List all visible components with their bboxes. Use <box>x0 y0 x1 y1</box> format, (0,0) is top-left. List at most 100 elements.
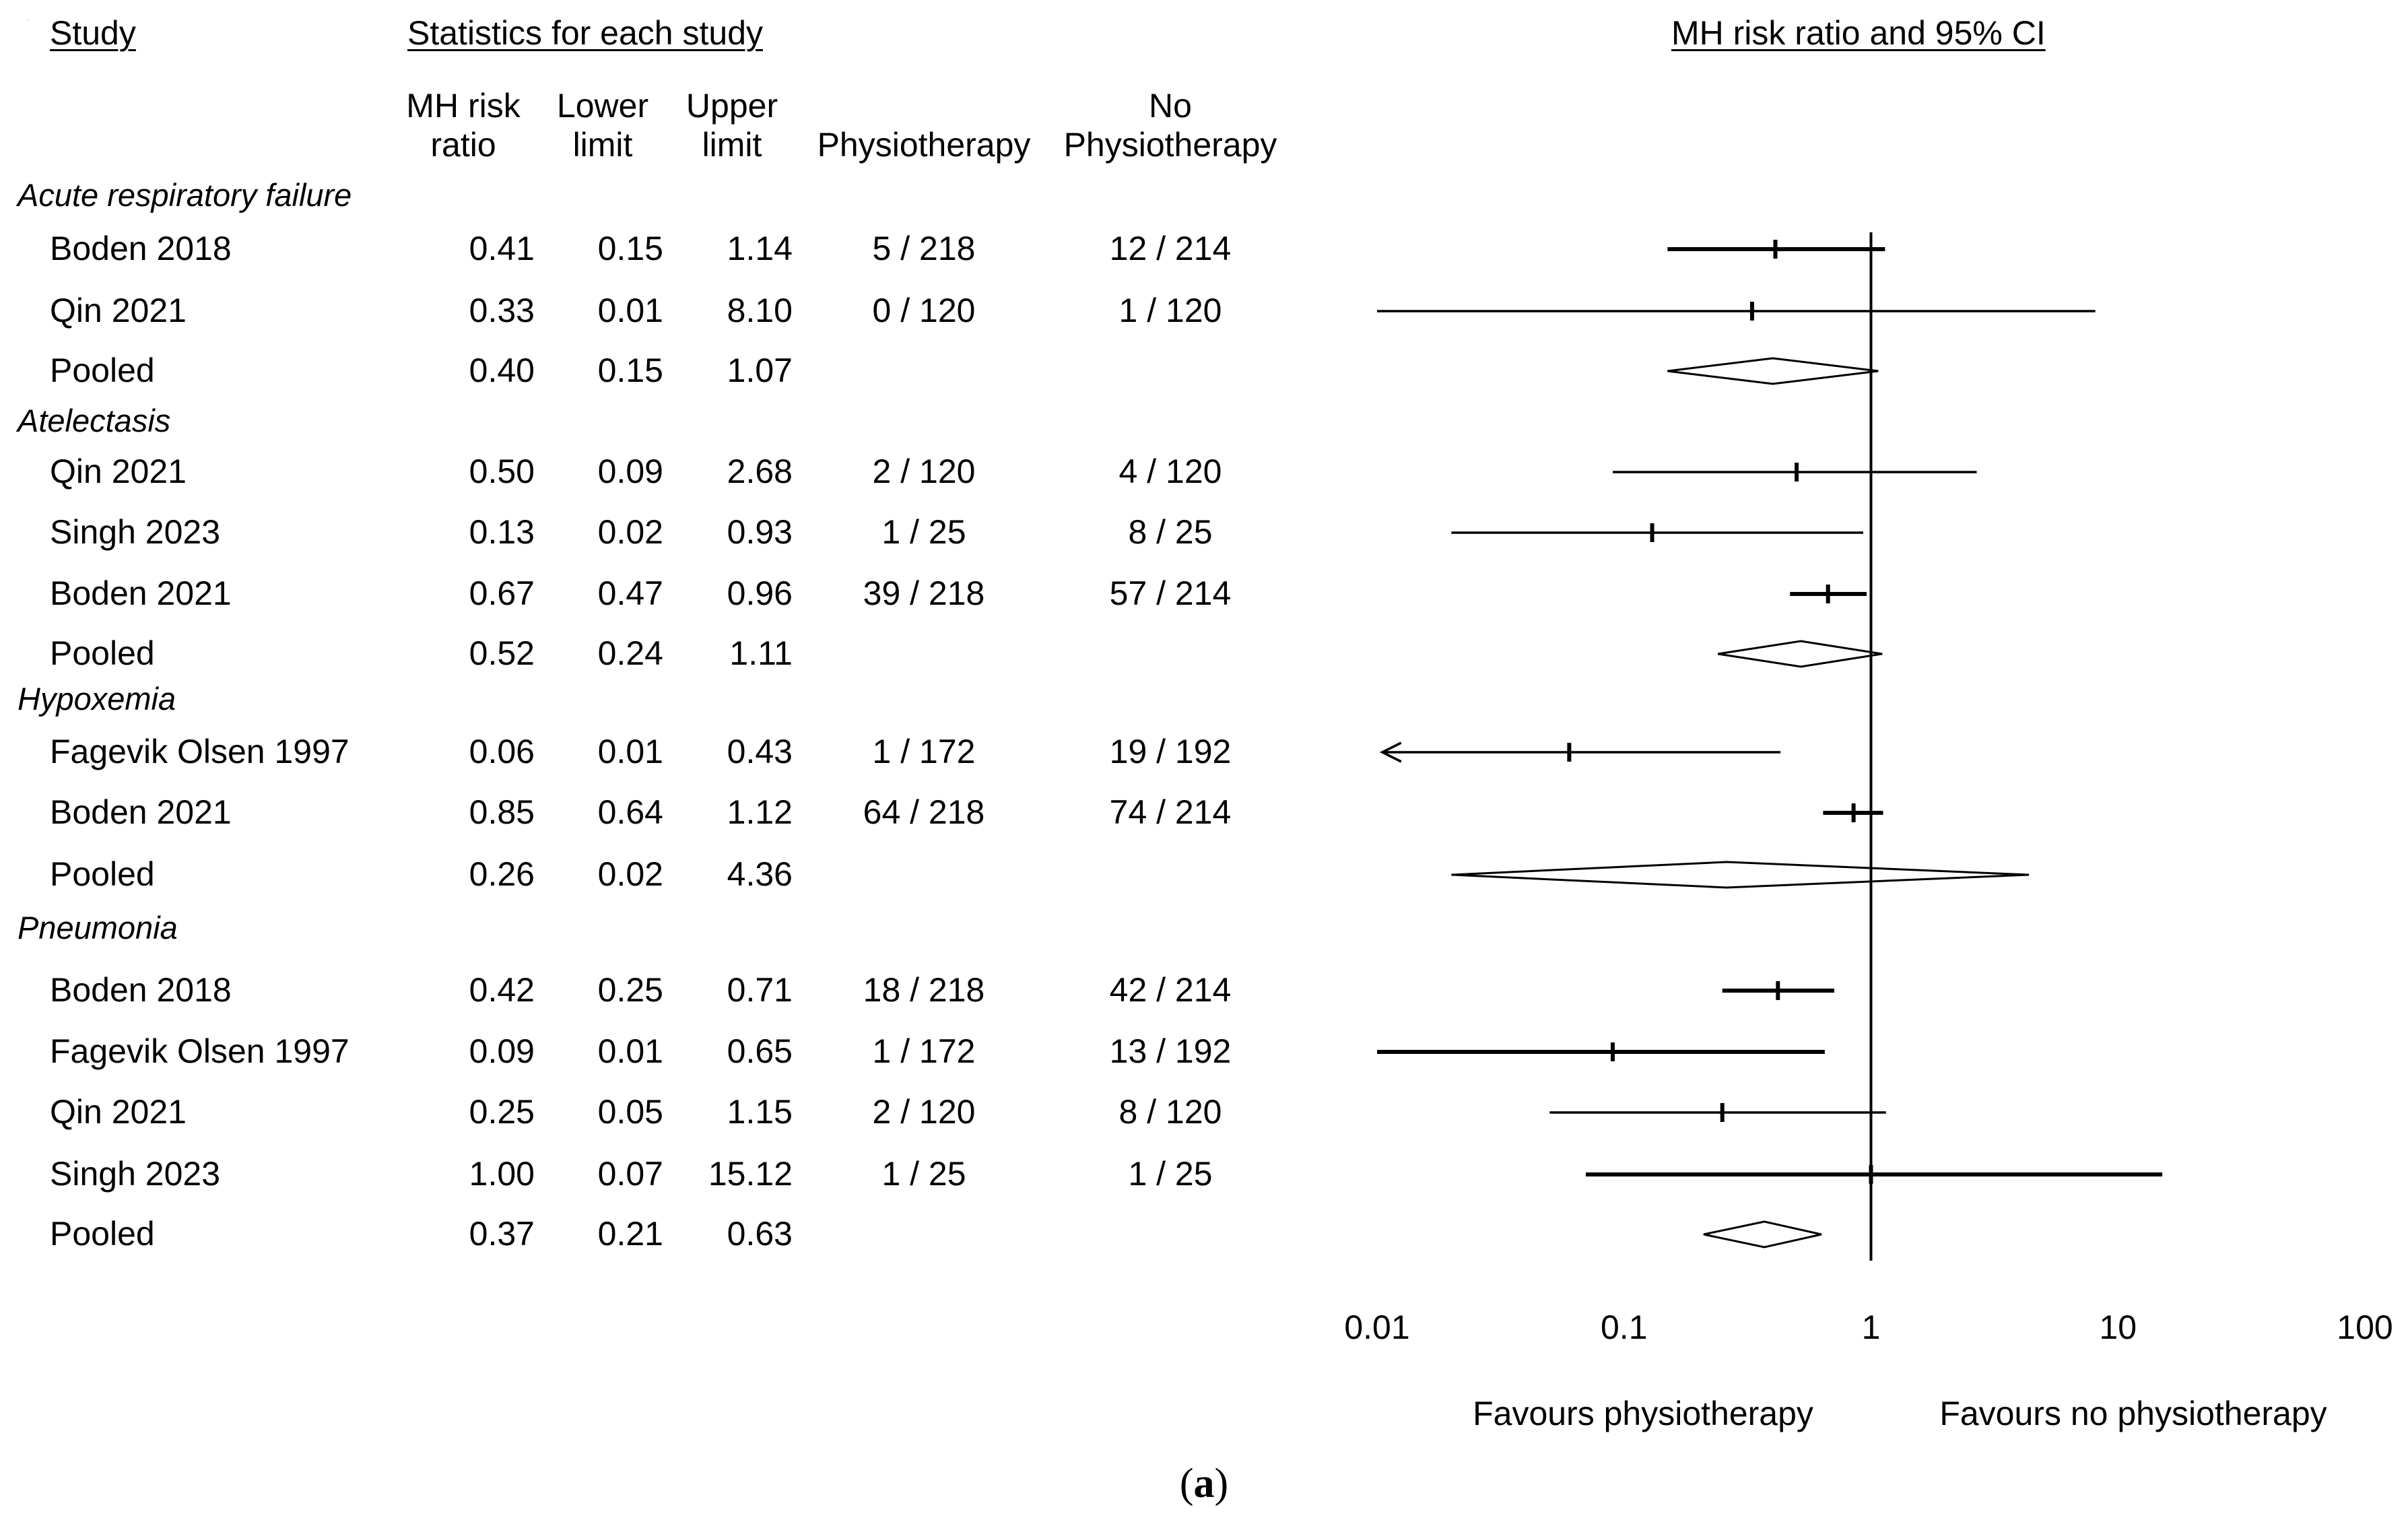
no-physiotherapy-events: 1 / 25 <box>1128 1155 1213 1193</box>
favours-right-label: Favours no physiotherapy <box>1939 1395 2327 1432</box>
study-name: Fagevik Olsen 1997 <box>50 1032 349 1070</box>
lower-column-header: Lower limit <box>557 86 648 164</box>
lower-limit-value: 0.21 <box>597 1215 663 1253</box>
lower-limit-value: 0.02 <box>597 513 663 551</box>
lower-header-line1: Lower <box>556 87 649 125</box>
pooled-diamond <box>1717 640 1883 668</box>
upper-limit-value: 1.07 <box>727 352 793 389</box>
rr-header-line2: ratio <box>430 126 496 164</box>
upper-limit-value: 1.12 <box>727 793 793 831</box>
upper-limit-value: 1.15 <box>727 1093 793 1131</box>
physiotherapy-events: 2 / 120 <box>872 453 976 490</box>
no-physiotherapy-events: 4 / 120 <box>1118 453 1222 490</box>
lower-limit-value: 0.25 <box>597 971 663 1009</box>
no-physiotherapy-events: 12 / 214 <box>1109 230 1232 267</box>
study-name: Qin 2021 <box>50 292 187 329</box>
study-name: Fagevik Olsen 1997 <box>50 733 349 770</box>
risk-ratio-value: 0.25 <box>469 1093 535 1131</box>
lower-limit-value: 0.24 <box>597 634 663 672</box>
physiotherapy-events: 5 / 218 <box>872 230 976 267</box>
lower-limit-value: 0.47 <box>597 574 663 612</box>
risk-ratio-value: 0.85 <box>469 793 535 831</box>
pooled-label: Pooled <box>50 352 155 389</box>
group-label: Atelectasis <box>18 403 171 438</box>
physiotherapy-events: 18 / 218 <box>863 971 985 1009</box>
no-physiotherapy-events: 8 / 120 <box>1118 1093 1222 1131</box>
rr-header-line1: MH risk <box>406 87 521 125</box>
pooled-label: Pooled <box>50 634 155 672</box>
upper-limit-value: 15.12 <box>708 1155 793 1193</box>
favours-left-label: Favours physiotherapy <box>1473 1395 1813 1432</box>
study-name: Qin 2021 <box>50 453 187 490</box>
study-header: Study <box>50 14 136 52</box>
upper-limit-value: 0.43 <box>727 733 793 770</box>
no-physiotherapy-events: 57 / 214 <box>1109 574 1232 612</box>
figure-caption: (a) <box>1179 1461 1229 1506</box>
upper-limit-value: 0.96 <box>727 574 793 612</box>
lower-limit-value: 0.15 <box>597 230 663 267</box>
upper-column-header: Upper limit <box>686 86 778 164</box>
upper-limit-value: 0.63 <box>727 1215 793 1253</box>
physiotherapy-events: 2 / 120 <box>872 1093 976 1131</box>
upper-limit-value: 1.11 <box>729 634 793 672</box>
risk-ratio-value: 0.41 <box>469 230 535 267</box>
lower-limit-value: 0.01 <box>597 1032 663 1070</box>
study-name: Qin 2021 <box>50 1093 187 1131</box>
no-physiotherapy-events: 19 / 192 <box>1109 733 1232 770</box>
upper-limit-value: 0.71 <box>727 971 793 1009</box>
upper-limit-value: 2.68 <box>727 453 793 490</box>
risk-ratio-value: 0.67 <box>469 574 535 612</box>
upper-limit-value: 1.14 <box>727 230 793 267</box>
risk-ratio-value: 0.52 <box>469 634 535 672</box>
physiotherapy-events: 1 / 172 <box>872 733 976 770</box>
upper-limit-value: 0.65 <box>727 1032 793 1070</box>
plot-header: MH risk ratio and 95% CI <box>1671 14 2046 52</box>
risk-ratio-value: 0.33 <box>469 292 535 329</box>
control-header-line1: No <box>1149 87 1192 125</box>
lower-limit-value: 0.15 <box>597 352 663 389</box>
pooled-diamond <box>1703 1220 1822 1249</box>
axis-tick-label: 0.1 <box>1600 1308 1648 1346</box>
study-name: Boden 2018 <box>50 971 232 1009</box>
no-physiotherapy-events: 1 / 120 <box>1118 292 1222 329</box>
risk-ratio-value: 0.40 <box>469 352 535 389</box>
ci-arrow <box>1379 741 1402 763</box>
lower-limit-value: 0.07 <box>597 1155 663 1193</box>
axis-tick-label: 0.01 <box>1344 1308 1410 1346</box>
lower-header-line2: limit <box>572 126 633 164</box>
risk-ratio-value: 0.42 <box>469 971 535 1009</box>
study-name: Singh 2023 <box>50 1155 221 1193</box>
physiotherapy-events: 64 / 218 <box>863 793 985 831</box>
pooled-diamond <box>1667 357 1879 385</box>
lower-limit-value: 0.01 <box>597 292 663 329</box>
risk-ratio-value: 0.13 <box>469 513 535 551</box>
axis-tick-label: 1 <box>1861 1308 1881 1346</box>
stats-header: Statistics for each study <box>407 14 764 52</box>
risk-ratio-value: 0.50 <box>469 453 535 490</box>
axis-tick-label: 100 <box>2337 1308 2393 1346</box>
no-physiotherapy-events: 8 / 25 <box>1128 513 1213 551</box>
lower-limit-value: 0.09 <box>597 453 663 490</box>
treat-column-header: Physiotherapy <box>817 126 1031 164</box>
lower-limit-value: 0.01 <box>597 733 663 770</box>
group-label: Pneumonia <box>18 910 178 945</box>
risk-ratio-value: 0.37 <box>469 1215 535 1253</box>
physiotherapy-events: 1 / 25 <box>881 513 966 551</box>
upper-header-line1: Upper <box>685 87 778 125</box>
upper-limit-value: 0.93 <box>727 513 793 551</box>
study-name: Boden 2021 <box>50 793 232 831</box>
pooled-label: Pooled <box>50 855 155 893</box>
axis-tick-label: 10 <box>2099 1308 2137 1346</box>
header-dot: . <box>27 15 29 22</box>
control-header-line2: Physiotherapy <box>1063 126 1277 164</box>
study-name: Boden 2021 <box>50 574 232 612</box>
upper-limit-value: 4.36 <box>727 855 793 893</box>
physiotherapy-events: 1 / 172 <box>872 1032 976 1070</box>
upper-limit-value: 8.10 <box>727 292 793 329</box>
pooled-diamond <box>1451 861 2030 889</box>
study-name: Boden 2018 <box>50 230 232 267</box>
no-physiotherapy-events: 74 / 214 <box>1109 793 1232 831</box>
upper-header-line2: limit <box>702 126 762 164</box>
group-label: Acute respiratory failure <box>18 177 352 213</box>
lower-limit-value: 0.02 <box>597 855 663 893</box>
